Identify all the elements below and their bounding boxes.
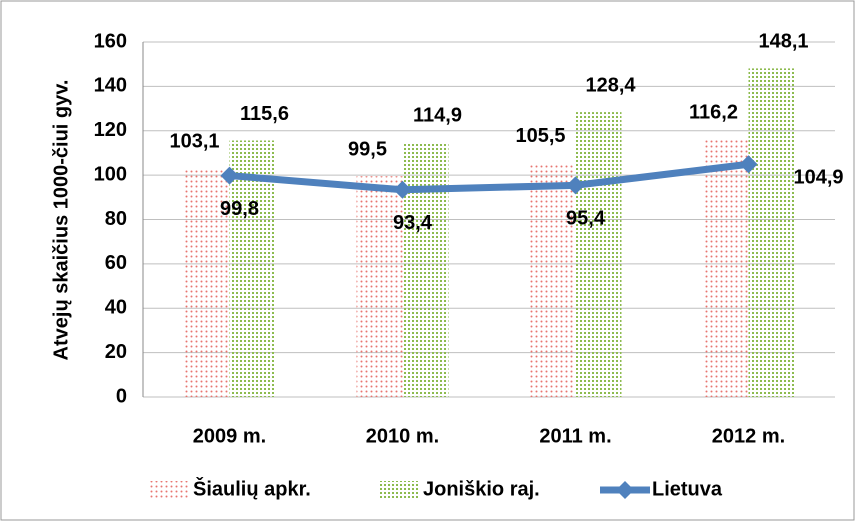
x-tick-label: 2012 m. — [712, 425, 785, 447]
legend-label: Joniškio raj. — [423, 478, 540, 500]
legend-marker — [616, 481, 634, 499]
data-label: 103,1 — [169, 131, 219, 153]
legend-swatch — [378, 481, 418, 499]
data-label: 93,4 — [393, 212, 433, 234]
y-tick-label: 100 — [94, 163, 127, 185]
line-marker — [566, 176, 585, 195]
y-tick-label: 0 — [116, 385, 127, 407]
data-label: 95,4 — [566, 208, 606, 230]
y-tick-label: 60 — [105, 252, 127, 274]
data-label: 114,9 — [413, 104, 462, 126]
y-axis-label: Atvejų skaičius 1000-čiui gyv. — [50, 80, 72, 361]
bar — [529, 162, 576, 397]
line-marker — [220, 166, 239, 185]
bar — [229, 140, 276, 397]
legend-label: Lietuva — [652, 478, 723, 500]
y-tick-label: 20 — [105, 341, 127, 363]
y-tick-label: 80 — [105, 208, 127, 230]
data-label: 99,5 — [348, 139, 387, 161]
bar — [402, 142, 449, 397]
line — [229, 160, 749, 194]
data-label: 115,6 — [240, 103, 289, 125]
line-marker — [393, 180, 412, 199]
data-label: 116,2 — [689, 101, 738, 123]
data-label: 99,8 — [220, 198, 259, 220]
data-label: 104,9 — [793, 167, 843, 189]
bar — [702, 139, 749, 397]
bar — [575, 112, 622, 398]
x-tick-label: 2009 m. — [193, 425, 266, 447]
legend-label: Šiaulių apkr. — [193, 476, 311, 500]
y-tick-label: 140 — [94, 75, 127, 97]
y-tick-label: 120 — [94, 119, 127, 141]
bar — [748, 68, 795, 397]
data-label: 128,4 — [585, 74, 636, 96]
x-tick-label: 2011 m. — [539, 425, 611, 447]
bar — [356, 176, 403, 397]
y-tick-label: 40 — [105, 297, 127, 319]
data-label: 148,1 — [758, 31, 808, 53]
legend-swatch — [148, 481, 188, 499]
x-tick-label: 2010 m. — [366, 425, 439, 447]
line-marker — [739, 155, 758, 174]
data-label: 105,5 — [515, 125, 565, 147]
y-tick-label: 160 — [94, 30, 127, 52]
bar — [183, 168, 230, 397]
